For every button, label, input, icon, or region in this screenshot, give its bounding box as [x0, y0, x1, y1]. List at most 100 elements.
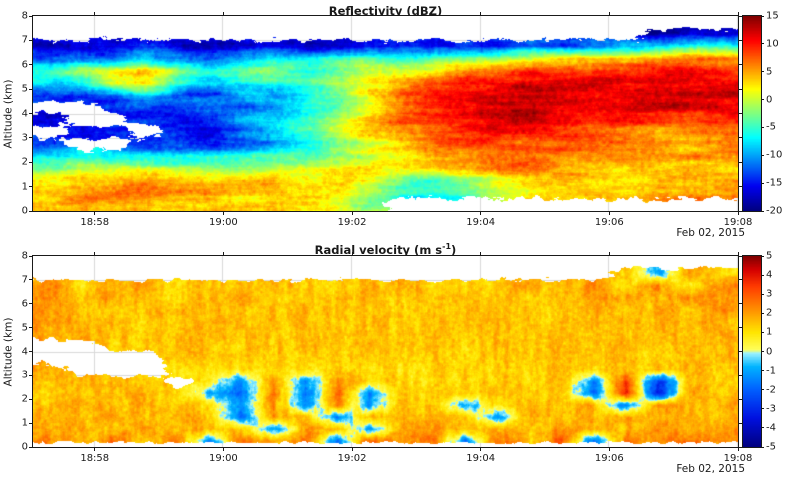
- y-axis-tick: [29, 39, 33, 41]
- y-tick-label: 0: [21, 441, 28, 453]
- colorbar-tick: [761, 408, 764, 410]
- x-axis-tick-top: [222, 252, 224, 256]
- y-axis-tick-right: [738, 398, 742, 400]
- x-tick-label: 19:08: [723, 217, 753, 228]
- y-axis-tick-right: [738, 113, 742, 114]
- colorbar-tick: [761, 351, 764, 352]
- y-axis-tick-right: [738, 15, 742, 17]
- x-tick-label: 19:04: [466, 453, 496, 464]
- y-axis-tick: [29, 15, 33, 17]
- y-axis-tick: [29, 255, 33, 257]
- y-tick-label: 8: [21, 250, 28, 262]
- x-tick-label: 19:00: [208, 453, 238, 464]
- y-axis-tick-right: [738, 374, 742, 376]
- colorbar-tick: [761, 331, 764, 333]
- y-axis-tick: [29, 88, 33, 90]
- colorbar-tick: [761, 15, 764, 17]
- colorbar-tick-label: -15: [766, 177, 783, 189]
- y-tick-label: 5: [21, 322, 28, 334]
- y-axis-tick-right: [738, 137, 742, 139]
- y-tick-label: 2: [21, 393, 28, 405]
- y-axis-tick: [29, 161, 33, 163]
- y-tick-label: 7: [21, 274, 28, 286]
- x-axis-tick-top: [94, 12, 96, 16]
- y-tick-label: 1: [21, 417, 28, 429]
- colorbar-tick-label: 5: [766, 250, 773, 262]
- y-axis-tick-right: [738, 88, 742, 90]
- x-axis-tick: [737, 211, 739, 215]
- x-tick-label: 18:58: [80, 217, 110, 228]
- colorbar-tick-label: 0: [766, 94, 773, 106]
- y-axis-tick: [29, 113, 33, 114]
- y-tick-label: 7: [21, 34, 28, 46]
- y-axis-tick: [29, 64, 33, 66]
- colorbar-tick: [761, 370, 764, 372]
- x-tick-label: 19:02: [337, 453, 367, 464]
- x-axis-tick-top: [608, 12, 610, 16]
- x-axis-tick: [222, 211, 224, 215]
- x-axis-tick: [94, 211, 96, 215]
- y-tick-label: 6: [21, 59, 28, 71]
- colorbar-tick: [761, 446, 764, 448]
- x-axis-tick-top: [608, 252, 610, 256]
- colorbar-tick: [761, 71, 764, 73]
- colorbar-tick-label: 5: [766, 66, 773, 78]
- reflectivity-title: Reflectivity (dBZ): [33, 1, 738, 18]
- y-axis-tick: [29, 279, 33, 281]
- y-tick-label: 5: [21, 83, 28, 95]
- y-axis-tick: [29, 446, 33, 448]
- colorbar-tick-label: 3: [766, 288, 773, 300]
- colorbar-tick: [761, 427, 764, 429]
- colorbar-tick: [761, 182, 764, 184]
- y-tick-label: 0: [21, 205, 28, 217]
- y-tick-label: 3: [21, 132, 28, 144]
- radial-velocity-title: Radial velocity (m s-1): [314, 242, 457, 257]
- x-tick-label: 19:08: [723, 453, 753, 464]
- x-axis-tick: [94, 447, 96, 451]
- reflectivity-heatmap: [33, 16, 738, 211]
- y-axis-tick-right: [738, 446, 742, 448]
- x-axis-tick-top: [737, 12, 739, 16]
- x-axis-tick-top: [480, 12, 482, 16]
- y-axis-tick: [29, 210, 33, 212]
- y-tick-label: 8: [21, 10, 28, 22]
- y-tick-label: 4: [21, 108, 28, 119]
- x-tick-label: 18:58: [80, 453, 110, 464]
- y-axis-tick-right: [738, 327, 742, 329]
- colorbar-tick-label: -1: [766, 365, 776, 377]
- radial-velocity-title-text: Radial velocity (m s: [314, 242, 443, 257]
- x-axis-tick: [222, 447, 224, 451]
- colorbar-tick-label: 4: [766, 269, 773, 281]
- colorbar-tick-label: 15: [766, 10, 779, 22]
- colorbar-tick: [761, 312, 764, 314]
- colorbar-tick: [761, 274, 764, 276]
- y-axis-tick-right: [738, 422, 742, 424]
- x-axis-tick: [351, 211, 353, 215]
- colorbar-tick-label: -5: [766, 441, 776, 453]
- x-axis-tick: [351, 447, 353, 451]
- radial-velocity-heatmap: [33, 256, 738, 447]
- colorbar-tick: [761, 126, 764, 128]
- colorbar-tick-label: -2: [766, 384, 776, 396]
- y-tick-label: 2: [21, 156, 28, 168]
- x-tick-label: 19:02: [337, 217, 367, 228]
- radial-velocity-colorbar: [743, 256, 761, 447]
- y-axis-tick-right: [738, 64, 742, 66]
- y-axis-tick: [29, 137, 33, 139]
- y-axis-tick: [29, 327, 33, 329]
- y-axis-tick-right: [738, 39, 742, 41]
- x-axis-tick: [737, 447, 739, 451]
- colorbar-tick-label: -3: [766, 403, 776, 415]
- x-axis-tick-top: [351, 252, 353, 256]
- y-axis-tick: [29, 303, 33, 305]
- x-axis-tick-top: [222, 12, 224, 16]
- colorbar-tick-label: 10: [766, 38, 779, 50]
- y-axis-tick-right: [738, 186, 742, 188]
- colorbar-tick: [761, 255, 764, 257]
- reflectivity-title-text: Reflectivity (dBZ): [328, 3, 443, 18]
- colorbar-tick-label: -20: [766, 205, 783, 217]
- y-axis-tick-right: [738, 255, 742, 257]
- reflectivity-colorbar: [743, 16, 761, 211]
- y-axis-tick: [29, 422, 33, 424]
